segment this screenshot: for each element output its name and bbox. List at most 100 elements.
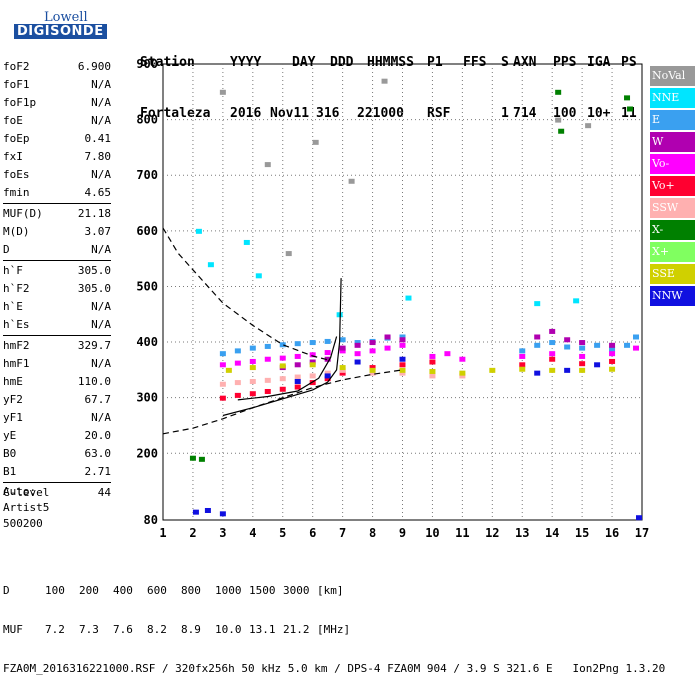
echo-point bbox=[264, 377, 271, 383]
footer-row-value: 800 bbox=[181, 584, 201, 597]
echo-point bbox=[336, 312, 343, 318]
echo-point bbox=[204, 507, 211, 513]
echo-point bbox=[189, 455, 196, 461]
footer-row-unit: [MHz] bbox=[317, 623, 351, 636]
echo-point bbox=[255, 273, 262, 279]
header-label-3: DDD bbox=[330, 55, 354, 70]
echo-point bbox=[369, 348, 376, 354]
param-row-11: h`F 305.0 bbox=[3, 262, 111, 280]
echo-point bbox=[309, 380, 316, 386]
echo-point bbox=[249, 345, 256, 351]
x-tick-label: 9 bbox=[399, 526, 406, 540]
echo-point bbox=[609, 342, 616, 348]
echo-point bbox=[579, 367, 586, 373]
y-tick-label: 200 bbox=[136, 446, 158, 460]
echo-point bbox=[285, 251, 292, 257]
legend-item-vo: Vo+ bbox=[650, 176, 695, 196]
footer-row-value: 3000 bbox=[283, 584, 310, 597]
echo-point bbox=[405, 295, 412, 301]
echo-point bbox=[312, 139, 319, 145]
param-key: foEs bbox=[3, 168, 30, 181]
param-value: N/A bbox=[91, 357, 111, 370]
x-tick-label: 7 bbox=[339, 526, 346, 540]
legend-item-nne: NNE bbox=[650, 88, 695, 108]
echo-point bbox=[294, 362, 301, 368]
footer-row-value: 7.2 bbox=[45, 623, 65, 636]
y-tick-label: 900 bbox=[136, 57, 158, 71]
legend-item-x: X+ bbox=[650, 242, 695, 262]
footer-row-value: 1000 bbox=[215, 584, 242, 597]
x-tick-label: 11 bbox=[455, 526, 469, 540]
header-value-5: RSF bbox=[427, 106, 451, 121]
echo-point bbox=[294, 384, 301, 390]
param-key: h`F bbox=[3, 264, 23, 277]
echo-point bbox=[459, 356, 466, 362]
echo-point bbox=[369, 367, 376, 373]
x-tick-label: 13 bbox=[515, 526, 529, 540]
echo-point bbox=[519, 366, 526, 372]
param-row-7: fmin 4.65 bbox=[3, 184, 111, 202]
param-row-15: hmF2 329.7 bbox=[3, 337, 111, 355]
param-value: N/A bbox=[91, 96, 111, 109]
auto-version: 500200 bbox=[3, 517, 43, 530]
echo-point bbox=[627, 106, 634, 112]
footer-row-value: 7.6 bbox=[113, 623, 133, 636]
echo-point bbox=[399, 334, 406, 340]
auto-program: Artist5 bbox=[3, 501, 50, 514]
param-key: B1 bbox=[3, 465, 17, 478]
echo-point bbox=[633, 345, 640, 351]
echo-point bbox=[399, 367, 406, 373]
legend-item-x: X- bbox=[650, 220, 695, 240]
param-value: N/A bbox=[91, 300, 111, 313]
param-value: 7.80 bbox=[84, 150, 112, 163]
x-tick-label: 16 bbox=[605, 526, 619, 540]
param-key: h`E bbox=[3, 300, 23, 313]
param-row-23: C-level 44 bbox=[3, 484, 111, 502]
echo-point bbox=[489, 367, 496, 373]
y-tick-label: 600 bbox=[136, 224, 158, 238]
y-tick-label: 400 bbox=[136, 335, 158, 349]
legend-item-vo: Vo- bbox=[650, 154, 695, 174]
x-tick-label: 3 bbox=[219, 526, 226, 540]
echo-point bbox=[549, 356, 556, 362]
param-row-21: B0 63.0 bbox=[3, 445, 111, 463]
param-key: foF1p bbox=[3, 96, 37, 109]
echo-point bbox=[234, 392, 241, 398]
echo-point bbox=[609, 351, 616, 357]
ionogram-chart: 1 2 3 4 5 6 7 8 9 10 11 12 13 14 15 16 17802003004005006… bbox=[136, 57, 649, 540]
x-tick-label: 10 bbox=[425, 526, 439, 540]
echo-point bbox=[294, 378, 301, 384]
param-row-20: yE 20.0 bbox=[3, 427, 111, 445]
echo-point bbox=[369, 370, 376, 376]
legend-item-nnw: NNW bbox=[650, 286, 695, 306]
x-tick-label: 4 bbox=[249, 526, 256, 540]
echo-point bbox=[339, 348, 346, 354]
footer-row-value: 7.3 bbox=[79, 623, 99, 636]
param-row-10: D N/A bbox=[3, 241, 111, 259]
echo-point bbox=[324, 376, 331, 382]
param-value: 67.7 bbox=[84, 393, 112, 406]
echo-point bbox=[234, 360, 241, 366]
header-label-11: PS bbox=[621, 55, 637, 70]
echo-point bbox=[519, 362, 526, 368]
header-label-5: P1 bbox=[427, 55, 443, 70]
echo-point bbox=[624, 342, 631, 348]
echo-point bbox=[354, 340, 361, 346]
echo-point bbox=[219, 362, 226, 368]
logo-line1: Lowell bbox=[44, 10, 88, 25]
echo-point bbox=[444, 351, 451, 357]
echo-point bbox=[519, 348, 526, 354]
echo-point bbox=[429, 353, 436, 359]
param-key: h`Es bbox=[3, 318, 30, 331]
x-tick-label: 1 bbox=[159, 526, 166, 540]
param-key: hmF2 bbox=[3, 339, 30, 352]
echo-point bbox=[585, 123, 592, 129]
echo-point bbox=[279, 386, 286, 392]
echo-point bbox=[534, 301, 541, 307]
echo-point bbox=[339, 345, 346, 351]
echo-point bbox=[459, 370, 466, 376]
param-value: 6.900 bbox=[77, 60, 111, 73]
echo-point bbox=[564, 337, 571, 343]
param-value: 63.0 bbox=[84, 447, 112, 460]
echo-point bbox=[219, 395, 226, 401]
